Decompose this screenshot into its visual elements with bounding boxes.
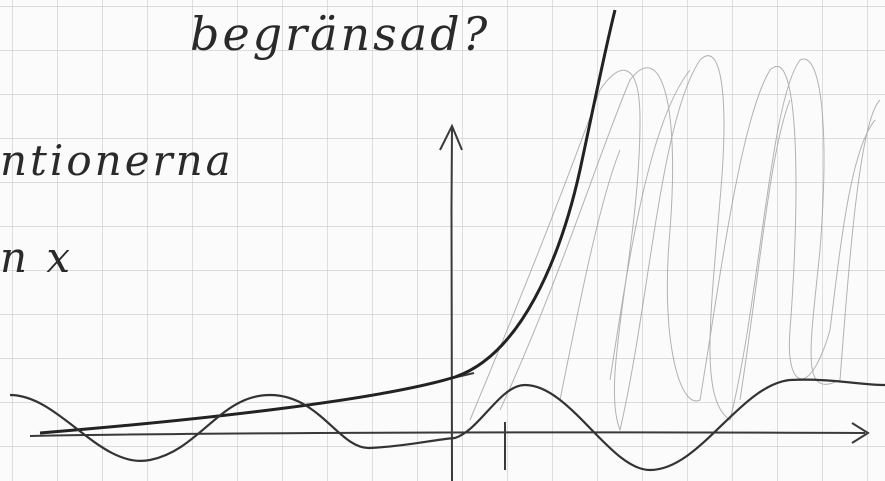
y-axis — [451, 128, 452, 481]
notebook-photo: begränsad? ntionerna n x — [0, 0, 885, 481]
note-text: ntionerna — [0, 136, 234, 185]
note-text: begränsad? — [190, 7, 490, 61]
note-text: n x — [0, 233, 73, 282]
grid — [0, 0, 885, 481]
